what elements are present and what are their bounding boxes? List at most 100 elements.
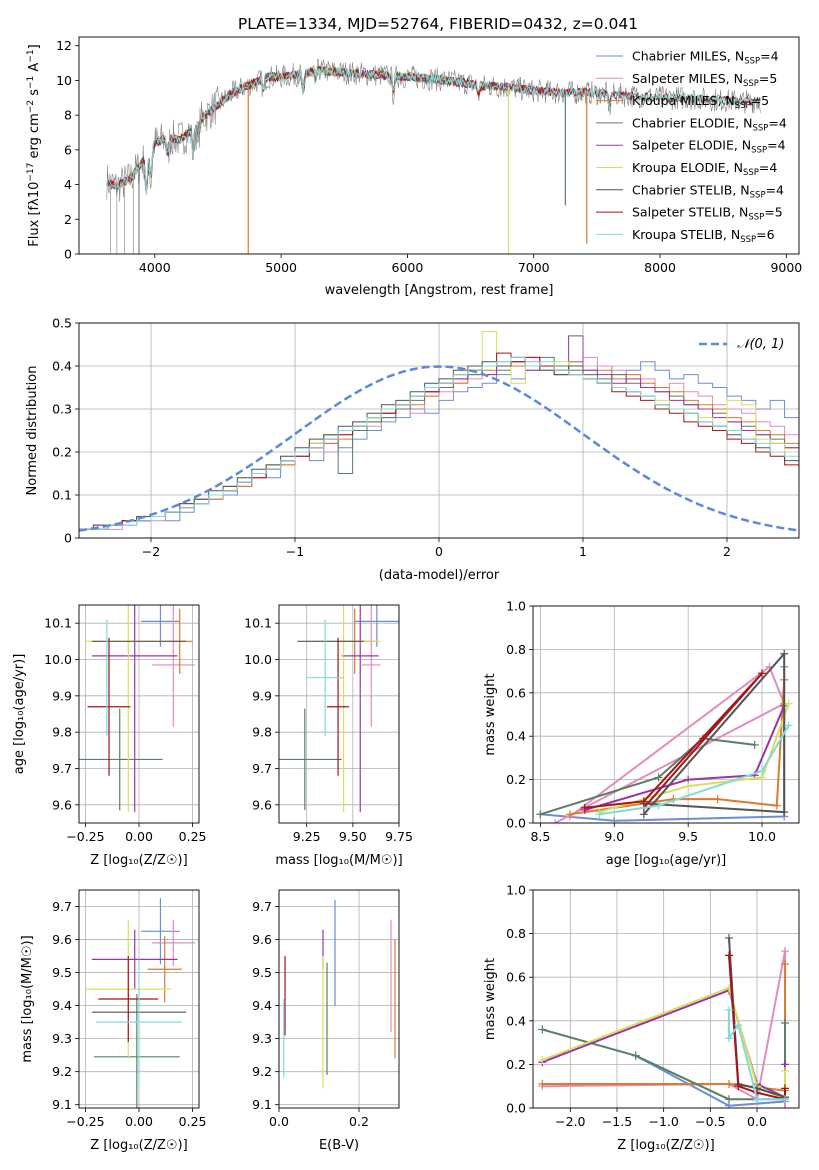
y-tick-label: 0.6 [506, 685, 526, 700]
data-marker [758, 766, 767, 775]
y-tick-label: 0 [64, 531, 72, 546]
y-tick-label: 9.5 [252, 965, 272, 980]
plot-area [283, 899, 396, 1089]
legend-entry: 𝒩(0, 1) [737, 337, 784, 352]
panel-residuals: −2 −1 0 1 2 0 0.1 0.2 0.3 0.4 0.5 (data-model)/erro… [25, 316, 800, 583]
x-tick-label: 0.25 [179, 1114, 207, 1129]
histogram-chabrier-stelib [79, 356, 799, 538]
errorbar-kroupa-miles [147, 936, 182, 1003]
y-tick-label: 9.6 [52, 797, 72, 812]
axes-frame [278, 889, 400, 1109]
x-tick-label: −0.5 [695, 1114, 725, 1129]
y-tick-label: 4 [64, 177, 72, 192]
y-tick-label: 9.7 [52, 899, 72, 914]
y-tick-label: 9.8 [52, 725, 72, 740]
x-axis-label: Z [log₁₀(Z/Z☉)] [90, 853, 187, 868]
legend: Chabrier MILES, NSSP=4 Salpeter MILES, NS… [596, 49, 787, 245]
x-tick-label: −1.5 [602, 1114, 632, 1129]
data-marker [750, 740, 759, 749]
x-tick-label: −2.0 [555, 1114, 585, 1129]
plot-area [85, 898, 195, 1108]
errorbar-chabrier-miles [354, 605, 399, 647]
y-tick-label: 9.9 [252, 688, 272, 703]
axes-frame [278, 604, 400, 824]
y-tick-label: 0.4 [506, 729, 526, 744]
legend-entry: Salpeter STELIB, NSSP=5 [632, 205, 783, 223]
y-tick-label: 10 [56, 73, 72, 88]
legend-entry: Salpeter MILES, NSSP=5 [632, 71, 777, 89]
data-marker [780, 649, 789, 658]
y-tick-label: 9.8 [252, 725, 272, 740]
x-tick-label: 1 [579, 544, 587, 559]
y-tick-label: 0.5 [52, 316, 72, 331]
legend-entry: Chabrier MILES, NSSP=4 [632, 49, 779, 67]
histogram-chabrier-miles [79, 361, 799, 538]
data-marker [713, 795, 722, 804]
histogram-salpeter-stelib [79, 352, 799, 538]
data-marker [781, 1095, 789, 1104]
data-marker [781, 960, 789, 969]
y-tick-label: 0.4 [52, 359, 72, 374]
y-tick-label: 10.0 [244, 652, 272, 667]
panel-age-vs-Z: −0.25 0.00 0.25 9.6 9.7 9.8 9.9 10.0 10.1 Z [log₁… [12, 604, 207, 868]
y-tick-label: 9.7 [252, 761, 272, 776]
y-tick-label: 0.1 [52, 488, 72, 503]
errorbar-chabrier-miles [141, 605, 180, 647]
errorbar-salpeter-stelib [327, 637, 350, 776]
normal-curve [79, 365, 799, 532]
x-tick-label: 6000 [392, 260, 424, 275]
axes-frame [78, 604, 200, 824]
errorbar-salpeter-miles [151, 919, 195, 966]
data-marker [595, 810, 604, 819]
y-axis-label: mass weight [483, 958, 498, 1040]
errorbar-salpeter-miles [151, 605, 195, 727]
data-marker [536, 810, 545, 819]
y-tick-label: 9.2 [252, 1064, 272, 1079]
y-tick-label: 9.4 [252, 998, 272, 1013]
y-axis-label: Flux [fλ10−17 erg cm−2 s−1 A−1] [26, 44, 42, 246]
y-axis-label: Normed distribution [25, 366, 40, 496]
x-tick-label: −0.25 [66, 1114, 104, 1129]
axes-frame [78, 889, 200, 1109]
data-marker [725, 1095, 733, 1104]
data-marker [725, 951, 733, 960]
errorbar-chabrier-elodie [94, 994, 180, 1108]
x-tick-label: 9000 [770, 260, 802, 275]
figure-title: PLATE=1334, MJD=52764, FIBERID=0432, z=0… [238, 15, 638, 33]
data-marker [725, 1080, 733, 1089]
y-tick-label: 0 [64, 247, 72, 262]
x-tick-label: 0.00 [125, 1114, 153, 1129]
legend-entry: Kroupa ELODIE, NSSP=4 [632, 160, 777, 178]
weight-series-kroupa-stelib [725, 1005, 789, 1104]
model-line-kroupa-stelib [106, 66, 761, 195]
histogram-kroupa-stelib [79, 356, 799, 538]
data-marker [781, 1018, 789, 1027]
errorbar-chabrier-miles [141, 898, 180, 965]
panel-age-vs-mass: 9.25 9.50 9.75 9.6 9.7 9.8 9.9 10.0 10.1 mass [lo… [244, 604, 413, 868]
y-tick-label: 1.0 [506, 883, 526, 898]
errorbar-chabrier-elodie [79, 708, 163, 811]
x-axis-label: Z [log₁₀(Z/Z☉)] [617, 1138, 714, 1153]
plot-area [536, 649, 793, 823]
legend-entry: Kroupa MILES, NSSP=5 [632, 93, 769, 111]
legend-entry: Salpeter ELODIE, NSSP=4 [632, 138, 786, 156]
y-tick-label: 1.0 [506, 599, 526, 614]
y-axis-label: mass weight [483, 673, 498, 755]
y-tick-label: 9.7 [252, 899, 272, 914]
errorbar-chabrier-elodie [279, 708, 342, 811]
x-axis-label: mass [log₁₀(M/M☉)] [275, 853, 402, 868]
y-tick-label: 10.1 [244, 616, 272, 631]
axes-frame [78, 322, 800, 539]
x-tick-label: −0.25 [66, 829, 104, 844]
y-tick-label: 0.2 [506, 772, 526, 787]
y-tick-label: 9.6 [52, 932, 72, 947]
x-tick-label: 0.25 [179, 829, 207, 844]
x-axis-label: age [log₁₀(age/yr)] [606, 853, 727, 868]
x-tick-label: 0.2 [349, 1114, 369, 1129]
data-marker [772, 801, 781, 810]
y-tick-label: 9.1 [52, 1097, 72, 1112]
y-tick-label: 9.4 [52, 998, 72, 1013]
panel-mass-vs-Z: −0.25 0.00 0.25 9.1 9.2 9.3 9.4 9.5 9.6 9.7 Z [log… [20, 889, 207, 1153]
x-tick-label: 9.50 [339, 829, 367, 844]
